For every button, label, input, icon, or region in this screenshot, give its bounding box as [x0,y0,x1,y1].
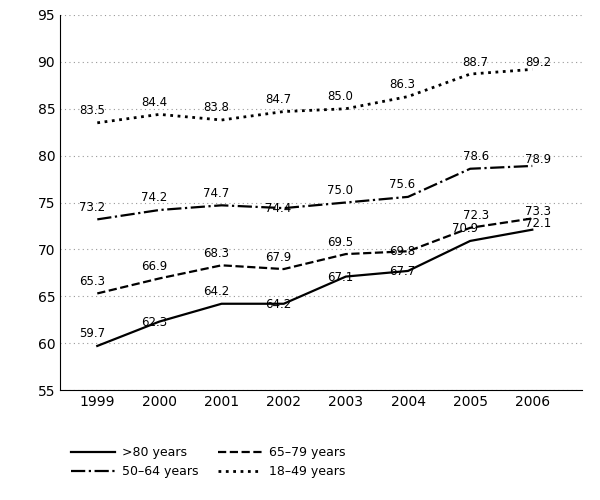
Text: 72.3: 72.3 [463,210,489,222]
Text: 74.4: 74.4 [265,202,291,215]
Text: 67.9: 67.9 [265,250,291,264]
Text: 73.3: 73.3 [525,206,551,218]
Text: 68.3: 68.3 [203,247,229,260]
Legend: >80 years, 50–64 years, 65–79 years, 18–49 years: >80 years, 50–64 years, 65–79 years, 18–… [66,442,350,484]
Text: 74.7: 74.7 [203,187,229,200]
Text: 89.2: 89.2 [525,56,551,70]
Text: 69.5: 69.5 [327,236,353,248]
Text: 59.7: 59.7 [79,328,105,340]
Text: 67.7: 67.7 [389,265,416,278]
Text: 75.6: 75.6 [389,178,416,192]
Text: 86.3: 86.3 [389,78,415,91]
Text: 69.8: 69.8 [389,245,416,258]
Text: 78.6: 78.6 [463,150,489,163]
Text: 75.0: 75.0 [328,184,353,197]
Text: 70.9: 70.9 [452,222,478,235]
Text: 62.3: 62.3 [141,316,167,328]
Text: 73.2: 73.2 [79,201,105,214]
Text: 84.7: 84.7 [265,93,291,106]
Text: 67.1: 67.1 [327,270,353,283]
Text: 66.9: 66.9 [141,260,167,273]
Text: 64.2: 64.2 [265,298,291,310]
Text: 78.9: 78.9 [525,153,551,166]
Text: 83.5: 83.5 [79,104,104,118]
Text: 83.8: 83.8 [203,102,229,114]
Text: 84.4: 84.4 [141,96,167,109]
Text: 88.7: 88.7 [463,56,488,68]
Text: 64.2: 64.2 [203,285,229,298]
Text: 85.0: 85.0 [328,90,353,103]
Text: 65.3: 65.3 [79,275,105,288]
Text: 72.1: 72.1 [525,216,551,230]
Text: 74.2: 74.2 [141,192,167,204]
